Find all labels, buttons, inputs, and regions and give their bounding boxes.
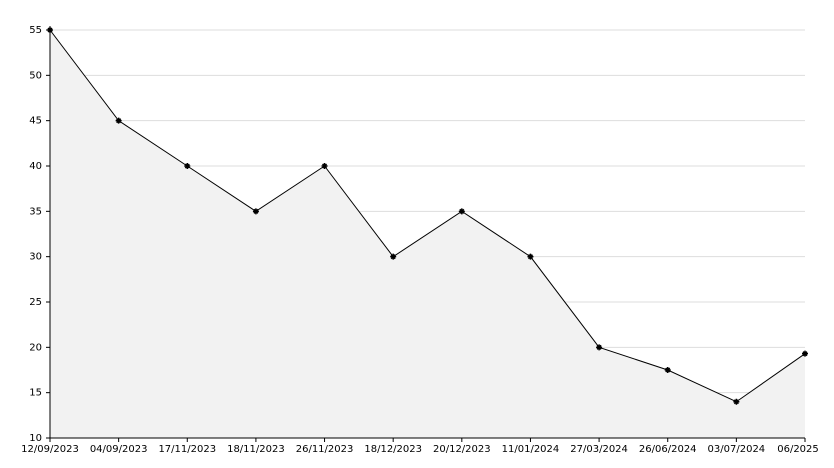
x-tick-label: 04/09/2023 [90,444,148,455]
y-tick-label: 35 [29,206,42,217]
y-tick-label: 50 [29,70,42,81]
marker [596,344,603,351]
y-tick-label: 15 [29,388,42,399]
line [49,29,806,403]
x-tick-label: 12/09/2023 [21,444,79,455]
marker [802,350,808,357]
x-tick-label: 06/2025 [777,444,819,455]
marker [184,163,191,169]
x-tick-label: 18/12/2023 [364,444,422,455]
x-tick-label: 20/12/2023 [433,444,491,455]
x-tick-label: 26/11/2023 [296,444,354,455]
y-tick-label: 45 [29,116,42,127]
marker [115,117,122,124]
x-tick-label: 27/03/2024 [570,444,628,455]
x-tick-label: 26/06/2024 [639,444,697,455]
x-tick-label: 17/11/2023 [158,444,216,455]
y-tick-label: 25 [29,297,42,308]
x-tick-label: 11/01/2024 [502,444,560,455]
x-tick-label: 18/11/2023 [227,444,285,455]
x-tick-label: 03/07/2024 [708,444,766,455]
marker [664,367,671,373]
y-tick-label: 55 [29,25,42,36]
marker [458,208,465,215]
marker [390,253,397,260]
y-tick-label: 20 [29,342,42,353]
marker [527,253,534,260]
y-tick-label: 30 [29,252,42,263]
y-tick-label: 10 [29,433,42,444]
y-tick-label: 40 [29,161,42,172]
marker [321,163,328,169]
marker [733,398,740,405]
marker [252,208,259,215]
